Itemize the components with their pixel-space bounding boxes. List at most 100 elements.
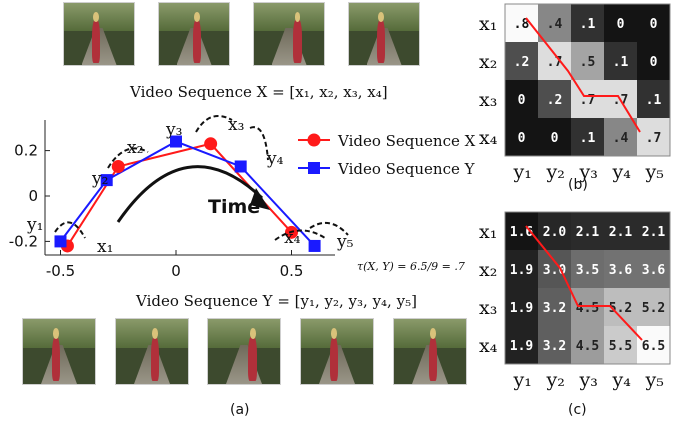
x-tick-label: -0.5 bbox=[46, 262, 75, 280]
matrix-cell bbox=[604, 250, 637, 288]
matrix-cell-value: .7 bbox=[646, 131, 662, 146]
alignment-path bbox=[525, 17, 641, 133]
dashed-arc bbox=[249, 126, 269, 161]
matrix-cell bbox=[571, 326, 604, 364]
x-tick-label: 0 bbox=[171, 262, 181, 280]
matrix-cell bbox=[571, 4, 604, 42]
matrix-cell bbox=[571, 212, 604, 250]
matrix-cell-value: .2 bbox=[514, 55, 530, 70]
matrix-cell bbox=[604, 212, 637, 250]
matrix-cell bbox=[604, 118, 637, 156]
matrix-cell bbox=[538, 288, 571, 326]
matrix-border bbox=[504, 3, 671, 157]
matrix-row-label: x₁ bbox=[479, 13, 497, 35]
matrix-cell bbox=[538, 326, 571, 364]
matrix-cell bbox=[538, 80, 571, 118]
y-tick-label: 0.2 bbox=[14, 142, 38, 160]
matrix-cell-value: 0 bbox=[650, 55, 658, 70]
matrix-cell-value: 2.0 bbox=[543, 225, 567, 240]
panel-a-label: (a) bbox=[230, 402, 250, 418]
matrix-cell-value: 0 bbox=[551, 131, 559, 146]
matrix-row-label: x₁ bbox=[479, 221, 497, 243]
time-arrow bbox=[116, 165, 264, 223]
matrix-cell-value: 2.1 bbox=[576, 225, 600, 240]
matrix-cell bbox=[505, 80, 538, 118]
video-frame bbox=[300, 318, 374, 385]
point-label-x: x₃ bbox=[228, 115, 244, 135]
matrix-cell-value: 1.9 bbox=[510, 263, 533, 278]
point-label-y: y₄ bbox=[266, 149, 284, 169]
legend-y-label: Video Sequence Y bbox=[337, 160, 476, 178]
video-frame bbox=[22, 318, 96, 385]
matrix-cell-value: 1.6 bbox=[510, 225, 534, 240]
matrix-cell-value: .1 bbox=[613, 55, 629, 70]
matrix-cell-value: .4 bbox=[547, 17, 563, 32]
matrix-cell-value: 2.1 bbox=[609, 225, 633, 240]
matrix-cell bbox=[505, 250, 538, 288]
matrix-cell-value: .8 bbox=[514, 17, 530, 32]
matrix-cell-value: 0 bbox=[518, 131, 526, 146]
video-frame bbox=[115, 318, 189, 385]
matrix-cell bbox=[604, 326, 637, 364]
matrix-cell bbox=[505, 118, 538, 156]
legend-x-label: Video Sequence X bbox=[337, 132, 476, 150]
panel-c-label: (c) bbox=[568, 402, 587, 418]
matrix-cell-value: .4 bbox=[613, 131, 629, 146]
series-x-point bbox=[204, 137, 218, 151]
video-frame bbox=[207, 318, 281, 385]
y-tick-label: 0 bbox=[28, 187, 38, 205]
matrix-cell-value: .1 bbox=[646, 93, 662, 108]
matrix-cell-value: .1 bbox=[580, 17, 596, 32]
dashed-arc bbox=[54, 221, 86, 239]
dashed-arc bbox=[107, 147, 149, 169]
matrix-col-label: y₅ bbox=[645, 369, 664, 391]
matrix-cell-value: 3.6 bbox=[642, 263, 666, 278]
matrix-cell-value: 2.1 bbox=[642, 225, 666, 240]
series-y-point bbox=[308, 239, 321, 252]
matrix-row-label: x₂ bbox=[479, 51, 497, 73]
matrix-cell-value: 0 bbox=[617, 17, 625, 32]
matrix-cell-value: 3.5 bbox=[576, 263, 599, 278]
dashed-arc bbox=[274, 229, 326, 241]
point-label-y: y₃ bbox=[165, 120, 182, 140]
matrix-cell-value: 3.2 bbox=[543, 301, 566, 316]
point-label-y: y₂ bbox=[91, 169, 108, 189]
matrix-cell bbox=[538, 42, 571, 80]
matrix-cell-value: 0 bbox=[518, 93, 526, 108]
matrix-cell bbox=[505, 212, 538, 250]
caption-sequence-y: Video Sequence Y = [y₁, y₂, y₃, y₄, y₅] bbox=[136, 292, 417, 310]
matrix-col-label: y₃ bbox=[579, 369, 598, 391]
series-y-point bbox=[100, 174, 113, 187]
matrix-col-label: y₁ bbox=[513, 161, 532, 183]
matrix-cell bbox=[604, 42, 637, 80]
y-tick-label: -0.2 bbox=[9, 232, 38, 250]
matrix-cell bbox=[637, 42, 670, 80]
time-arrow-head bbox=[250, 188, 270, 210]
matrix-cell bbox=[505, 288, 538, 326]
matrix-cell-value: 1.9 bbox=[510, 301, 533, 316]
dashed-arc bbox=[195, 115, 233, 133]
matrix-col-label: y₃ bbox=[579, 161, 598, 183]
x-tick-label: 0.5 bbox=[280, 262, 304, 280]
matrix-cell-value: 3.0 bbox=[543, 263, 567, 278]
matrix-col-label: y₁ bbox=[513, 369, 532, 391]
matrix-cell-value: 3.2 bbox=[543, 339, 566, 354]
matrix-cell bbox=[637, 288, 670, 326]
matrix-cell bbox=[538, 118, 571, 156]
matrix-col-label: y₄ bbox=[612, 161, 632, 183]
alignment-path bbox=[525, 225, 643, 341]
video-frame bbox=[158, 2, 230, 66]
dashed-arc bbox=[309, 221, 349, 236]
matrix-row-label: x₄ bbox=[479, 335, 498, 357]
video-frame bbox=[393, 318, 467, 385]
matrix-cell bbox=[637, 4, 670, 42]
matrix-col-label: y₂ bbox=[546, 369, 565, 391]
matrix-col-label: y₄ bbox=[612, 369, 632, 391]
legend-x-marker bbox=[307, 133, 321, 147]
matrix-cell bbox=[637, 118, 670, 156]
matrix-cell bbox=[505, 42, 538, 80]
matrix-cell-value: 1.9 bbox=[510, 339, 533, 354]
matrix-cell bbox=[637, 250, 670, 288]
